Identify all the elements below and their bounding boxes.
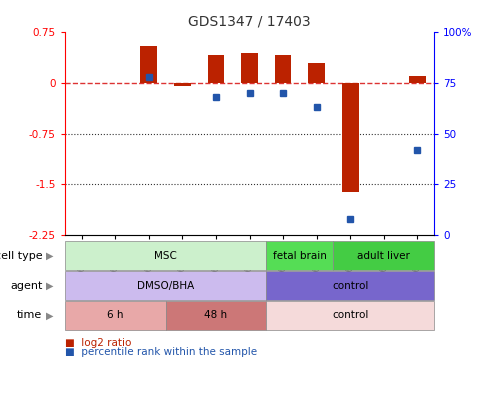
Text: ▶: ▶: [46, 281, 54, 290]
Text: cell type: cell type: [0, 251, 42, 260]
Text: ■  percentile rank within the sample: ■ percentile rank within the sample: [65, 347, 257, 357]
Text: DMSO/BHA: DMSO/BHA: [137, 281, 194, 290]
Text: agent: agent: [10, 281, 42, 290]
Text: 48 h: 48 h: [205, 311, 228, 320]
Bar: [409, 76, 426, 83]
Bar: [342, 83, 359, 192]
Bar: [208, 55, 225, 83]
Text: ■  log2 ratio: ■ log2 ratio: [65, 339, 131, 348]
Text: 6 h: 6 h: [107, 311, 123, 320]
Bar: [274, 55, 291, 83]
Text: ▶: ▶: [46, 311, 54, 320]
Title: GDS1347 / 17403: GDS1347 / 17403: [188, 15, 311, 28]
Text: adult liver: adult liver: [357, 251, 410, 260]
Text: control: control: [332, 281, 368, 290]
Text: time: time: [17, 311, 42, 320]
Bar: [174, 83, 191, 86]
Text: fetal brain: fetal brain: [273, 251, 327, 260]
Bar: [308, 63, 325, 83]
Text: ▶: ▶: [46, 251, 54, 260]
Text: control: control: [332, 311, 368, 320]
Bar: [140, 46, 157, 83]
Bar: [241, 53, 258, 83]
Text: MSC: MSC: [154, 251, 177, 260]
